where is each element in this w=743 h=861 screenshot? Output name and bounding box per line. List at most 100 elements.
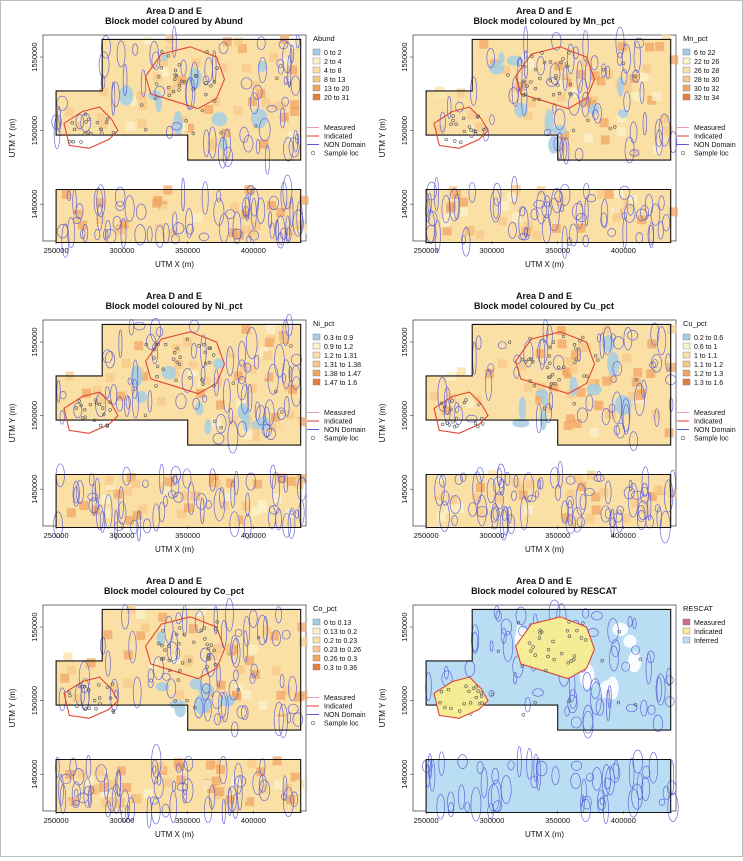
non-domain-outline (255, 139, 261, 155)
sample-location-point (177, 88, 181, 92)
sample-location-point (219, 131, 223, 135)
legend-label: 22 to 26 (694, 59, 719, 66)
non-domain-outline (104, 800, 112, 818)
non-domain-outline (576, 347, 581, 362)
non-domain-outline (566, 495, 574, 509)
sample-location-point (449, 122, 453, 127)
non-domain-outline (142, 518, 152, 534)
sample-location-point (537, 636, 542, 640)
pool-patch (586, 383, 602, 396)
sample-location-point (78, 684, 82, 689)
pool-patch (599, 680, 616, 699)
legend-swatch (312, 342, 321, 350)
non-domain-outline (202, 395, 208, 403)
sample-location-point (578, 339, 582, 343)
grade-block (468, 125, 478, 135)
grade-block (143, 788, 153, 798)
non-domain-outline (106, 787, 117, 812)
grade-block (550, 117, 560, 127)
sample-location-point (442, 405, 447, 409)
block-area-lower (426, 759, 671, 813)
non-domain-outline (293, 129, 299, 153)
non-domain-outline (237, 359, 247, 385)
grade-block (608, 373, 617, 383)
grade-block (662, 483, 672, 493)
sample-location-point (549, 382, 554, 386)
grade-block (447, 393, 457, 403)
grade-block (136, 631, 146, 641)
legend-outline-label: NON Domain (324, 712, 366, 719)
sample-location-point (93, 398, 98, 402)
y-axis-label: UTM Y (m) (378, 688, 387, 727)
sample-location-point (548, 375, 552, 379)
non-domain-outline (647, 492, 652, 521)
sample-location-point (556, 83, 560, 87)
non-domain-outline (256, 36, 266, 51)
sample-location-point (506, 73, 510, 77)
non-domain-outline (288, 366, 293, 383)
grade-block (465, 398, 475, 408)
non-domain-outline (292, 209, 304, 237)
non-domain-outline (521, 81, 528, 116)
sample-location-point (289, 344, 293, 348)
non-domain-outline (234, 471, 239, 496)
non-domain-outline (274, 344, 285, 378)
non-domain-outline (489, 640, 494, 652)
sample-location-point (175, 360, 179, 365)
sample-location-point (545, 365, 550, 370)
pool-patch (195, 401, 204, 416)
legend-label: Indicated (694, 629, 723, 636)
y-axis-label: UTM Y (m) (8, 403, 17, 442)
sample-location-point (209, 643, 214, 647)
non-domain-outline (192, 397, 200, 410)
sample-location-point (561, 57, 565, 61)
non-domain-outline (526, 748, 533, 780)
legend-swatch (682, 93, 691, 101)
grade-block (648, 401, 658, 410)
x-tick-label: 300000 (479, 816, 504, 825)
non-domain-outline (559, 183, 571, 206)
grade-block (542, 403, 552, 413)
non-domain-outline (171, 25, 177, 59)
sample-location-point (171, 89, 176, 94)
non-domain-outline (278, 476, 286, 483)
sample-location-point (70, 121, 74, 125)
non-domain-outline (606, 689, 611, 722)
grade-block (299, 195, 309, 205)
non-domain-outline (604, 480, 612, 505)
non-domain-outline (267, 363, 279, 395)
legend-swatch (682, 48, 691, 56)
non-domain-outline (523, 25, 529, 60)
non-domain-outline (115, 186, 126, 207)
sample-location-point (464, 684, 468, 689)
non-domain-outline (572, 46, 579, 60)
chart-title: Area D and E (146, 6, 202, 16)
non-domain-outline (582, 672, 592, 692)
non-domain-outline (549, 466, 560, 489)
sample-location-point (523, 92, 528, 97)
grade-block (60, 480, 70, 490)
sample-location-point (528, 379, 532, 383)
sample-location-point (548, 78, 553, 83)
grade-block (179, 491, 189, 501)
non-domain-outline (282, 512, 292, 538)
grade-block (647, 95, 657, 105)
non-domain-outline (115, 396, 124, 412)
sample-location-point (462, 129, 467, 134)
sample-location-point (231, 381, 236, 385)
y-axis-label: UTM Y (m) (378, 403, 387, 442)
non-domain-outline (112, 215, 122, 230)
non-domain-outline (189, 319, 200, 333)
chart-panel-2: Area D and E Block model coloured by Mn_p… (371, 1, 741, 286)
non-domain-outline (650, 354, 663, 373)
sample-location-point (155, 364, 160, 369)
sample-location-point (451, 420, 455, 424)
non-domain-outline (667, 792, 679, 822)
sample-location-point (155, 374, 159, 379)
sample-location-point (197, 344, 201, 348)
non-domain-outline (182, 604, 188, 637)
non-domain-outline (486, 48, 495, 68)
grade-block (459, 197, 468, 207)
grade-block (271, 101, 281, 111)
legend-label: 4 to 8 (324, 68, 342, 75)
